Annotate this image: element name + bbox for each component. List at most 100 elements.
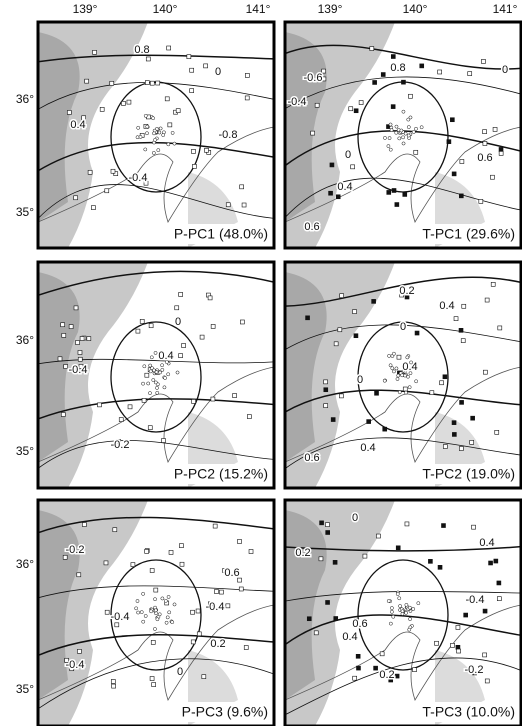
station	[408, 94, 412, 98]
station	[74, 196, 78, 200]
station	[447, 140, 451, 144]
station	[324, 380, 328, 384]
contour-label: 0	[175, 316, 181, 328]
contour-label: 0	[352, 512, 358, 524]
station	[192, 399, 196, 403]
longitude-label: 140°	[153, 2, 178, 16]
contour-label: -0.8	[219, 129, 238, 141]
station	[443, 375, 447, 379]
station	[383, 136, 386, 139]
station	[179, 354, 183, 358]
station	[173, 142, 176, 145]
station	[93, 50, 97, 54]
station	[493, 127, 497, 131]
station	[430, 391, 434, 395]
station	[307, 617, 311, 621]
station	[420, 64, 424, 68]
station	[402, 110, 405, 113]
station	[374, 666, 378, 670]
contour-label: 0	[502, 64, 508, 76]
station	[457, 649, 461, 653]
station	[156, 618, 159, 621]
station	[78, 357, 82, 361]
station	[110, 81, 114, 85]
station	[58, 357, 62, 361]
station	[397, 374, 400, 377]
longitude-label: 141°	[493, 2, 518, 16]
contour-label: 0.2	[210, 638, 225, 650]
station	[245, 96, 249, 100]
station	[105, 189, 109, 193]
station	[401, 374, 404, 377]
panel-title: T-PC1 (29.6%)	[422, 226, 515, 242]
station	[391, 105, 395, 109]
station	[408, 617, 411, 620]
station	[112, 684, 116, 688]
station	[191, 640, 195, 644]
contour-label: 0.4	[70, 119, 85, 131]
station	[390, 606, 393, 609]
station	[403, 387, 407, 391]
station	[497, 597, 501, 601]
station	[191, 610, 195, 614]
station	[414, 150, 418, 154]
longitude-label: 140°	[403, 2, 428, 16]
latitude-label: 36°	[16, 557, 34, 571]
station	[499, 147, 503, 151]
station	[150, 81, 154, 85]
station	[408, 386, 411, 389]
station	[180, 562, 184, 566]
map-panel: 0.20.400.400.60.4T-PC2 (19.0%)	[285, 262, 521, 488]
station	[240, 185, 244, 189]
station	[149, 324, 153, 328]
station	[167, 595, 170, 598]
station	[339, 394, 343, 398]
station	[105, 610, 109, 614]
station	[144, 114, 147, 117]
station	[349, 107, 353, 111]
station	[396, 377, 399, 380]
station	[472, 525, 476, 529]
station	[405, 603, 408, 606]
station	[152, 132, 155, 135]
station	[464, 613, 468, 617]
station	[483, 609, 487, 613]
station	[88, 170, 92, 174]
station	[131, 563, 135, 567]
station	[334, 342, 338, 346]
station	[140, 319, 144, 323]
station	[412, 668, 416, 672]
station	[152, 151, 155, 154]
contour-label: -0.4	[288, 96, 307, 108]
station	[417, 602, 420, 605]
station	[77, 573, 81, 577]
station	[461, 339, 465, 343]
map-content: -0.60.80-0.400.60.40.6T-PC1 (29.6%)	[285, 22, 521, 248]
station	[450, 118, 454, 122]
contour-label: -0.2	[465, 664, 484, 676]
station	[121, 101, 125, 105]
station	[483, 653, 487, 657]
station	[187, 55, 191, 59]
station	[211, 324, 215, 328]
station	[356, 654, 360, 658]
station	[459, 194, 463, 198]
station	[440, 381, 444, 385]
station	[391, 55, 395, 59]
station	[387, 599, 390, 602]
station	[468, 72, 472, 76]
station	[401, 136, 404, 139]
station	[128, 405, 132, 409]
station	[145, 81, 149, 85]
station	[438, 70, 442, 74]
map-panel: 0-0.40.4-0.2P-PC2 (15.2%)	[38, 262, 274, 488]
station	[145, 373, 149, 377]
station	[104, 561, 108, 565]
map-content: 0.800.4-0.8-0.4P-PC1 (48.0%)	[38, 22, 274, 248]
contour-label: 0.6	[477, 152, 492, 164]
station	[219, 590, 223, 594]
station	[454, 317, 458, 321]
station	[162, 133, 165, 136]
station	[370, 47, 374, 51]
station	[383, 379, 386, 382]
